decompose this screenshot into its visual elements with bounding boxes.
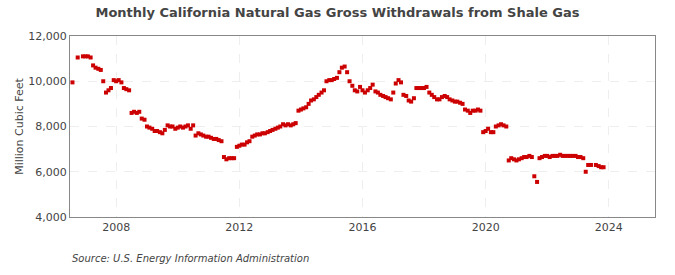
svg-text:12,000: 12,000	[28, 30, 67, 43]
svg-text:Million Cubic Feet: Million Cubic Feet	[13, 77, 26, 174]
svg-text:2008: 2008	[102, 221, 130, 234]
svg-text:8,000: 8,000	[35, 120, 67, 133]
svg-text:2016: 2016	[349, 221, 377, 234]
svg-text:6,000: 6,000	[35, 166, 67, 179]
svg-text:Source: U.S. Energy Informatio: Source: U.S. Energy Information Administ…	[72, 253, 309, 264]
svg-text:2020: 2020	[472, 221, 500, 234]
svg-text:10,000: 10,000	[28, 75, 67, 88]
svg-text:4,000: 4,000	[35, 211, 67, 224]
svg-text:2012: 2012	[225, 221, 253, 234]
svg-text:2024: 2024	[595, 221, 623, 234]
svg-text:Monthly California Natural Gas: Monthly California Natural Gas Gross Wit…	[96, 5, 580, 20]
